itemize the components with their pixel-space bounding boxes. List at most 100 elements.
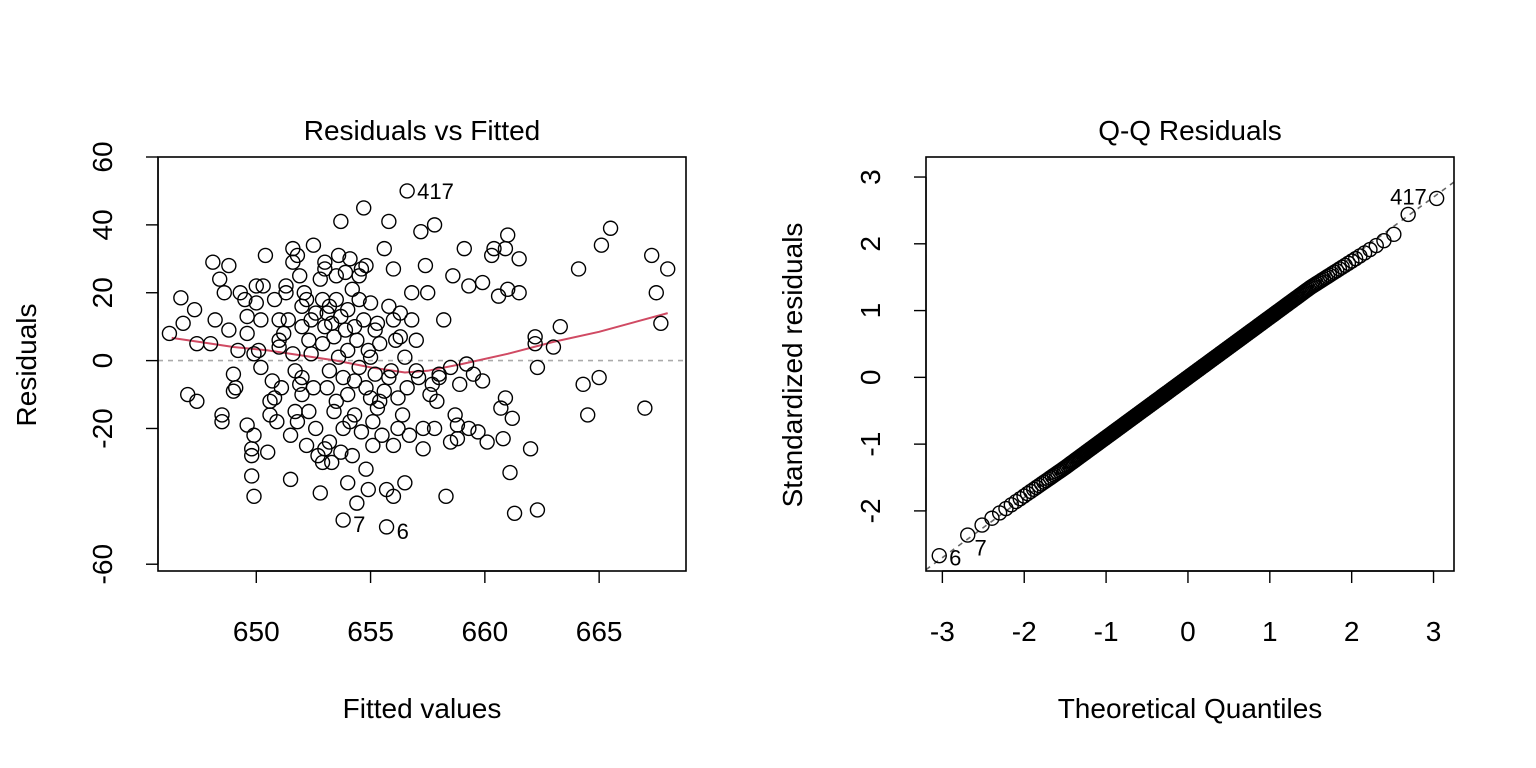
data-point <box>321 363 338 379</box>
data-point <box>495 430 511 447</box>
data-point <box>337 264 354 281</box>
data-point <box>221 257 237 274</box>
data-point <box>214 407 230 423</box>
data-point <box>246 427 262 443</box>
data-point <box>399 183 415 199</box>
points-layer <box>161 183 676 535</box>
data-point <box>269 413 285 430</box>
data-point <box>205 254 221 270</box>
data-point <box>452 376 468 393</box>
data-point <box>372 335 388 352</box>
x-tick-label: 660 <box>461 616 508 647</box>
point-label: 7 <box>974 536 986 561</box>
data-point <box>415 441 431 457</box>
data-point <box>369 400 386 416</box>
data-point <box>504 410 520 426</box>
data-point <box>257 247 274 264</box>
data-point <box>529 502 546 518</box>
data-point <box>212 271 228 287</box>
data-point <box>637 400 653 416</box>
x-tick-label: 2 <box>1344 616 1360 647</box>
plot-frame <box>157 156 687 572</box>
data-point <box>529 359 546 376</box>
data-point <box>390 390 406 406</box>
y-tick-label: 3 <box>855 169 886 185</box>
data-point <box>301 403 317 420</box>
data-point <box>362 295 379 311</box>
data-point <box>239 417 255 433</box>
data-point <box>346 318 363 335</box>
x-tick-label: 3 <box>1426 616 1442 647</box>
qq-residuals-panel: Q-Q Residuals Theoretical Quantiles Stan… <box>777 115 1455 724</box>
data-point <box>282 427 299 443</box>
x-tick-label: -2 <box>1012 616 1037 647</box>
data-point <box>344 447 360 464</box>
data-point <box>180 386 196 403</box>
data-point <box>449 430 466 447</box>
data-point <box>465 366 482 382</box>
data-point <box>330 349 347 365</box>
data-point <box>447 407 463 423</box>
data-point <box>438 488 454 505</box>
data-point <box>383 363 399 379</box>
data-point <box>328 291 344 308</box>
data-point <box>326 403 342 420</box>
data-point <box>346 373 363 389</box>
data-point <box>266 291 283 308</box>
data-point <box>602 220 619 236</box>
y-tick-label: 40 <box>87 209 118 240</box>
data-point <box>474 274 491 291</box>
data-point <box>470 424 486 440</box>
x-tick-label: 665 <box>576 616 623 647</box>
data-point <box>445 268 461 284</box>
x-axis-label: Theoretical Quantiles <box>1058 693 1323 724</box>
data-point <box>410 369 427 386</box>
data-point <box>273 380 290 396</box>
data-point <box>351 291 367 308</box>
y-axis-label: Residuals <box>11 304 42 427</box>
data-point <box>456 240 472 257</box>
data-point <box>426 420 443 437</box>
data-point <box>511 251 527 267</box>
data-point <box>392 305 408 321</box>
data-point <box>591 369 607 386</box>
data-point <box>408 332 424 348</box>
data-point <box>397 349 413 365</box>
data-point <box>161 325 178 342</box>
data-point <box>362 349 379 365</box>
data-point <box>207 312 223 328</box>
data-point <box>404 312 420 328</box>
data-point <box>356 312 372 328</box>
data-point <box>255 278 271 294</box>
data-point <box>335 512 351 528</box>
data-point <box>381 369 397 386</box>
data-point <box>974 517 990 533</box>
data-point <box>271 312 287 328</box>
data-point <box>493 400 509 416</box>
data-point <box>388 332 404 348</box>
y-tick-label: 0 <box>87 353 118 369</box>
data-point <box>175 315 191 331</box>
data-point <box>570 261 587 277</box>
y-tick-label: -1 <box>855 432 886 457</box>
data-point <box>289 247 306 264</box>
data-point <box>385 437 402 454</box>
data-point <box>296 285 312 301</box>
data-point <box>385 261 402 277</box>
data-point <box>385 488 402 505</box>
data-point <box>301 332 317 348</box>
data-point <box>239 308 255 325</box>
plot-frame <box>925 156 1455 572</box>
data-point <box>381 213 397 230</box>
data-point <box>353 261 370 277</box>
point-labels-layer: 417 7 6 <box>353 179 454 544</box>
data-point <box>479 434 495 450</box>
data-point <box>344 281 360 298</box>
data-point <box>328 393 344 410</box>
data-point <box>431 366 447 382</box>
data-point <box>502 464 518 481</box>
data-point <box>239 325 255 342</box>
data-point <box>367 366 383 382</box>
data-point <box>340 302 356 318</box>
data-point <box>461 278 477 294</box>
